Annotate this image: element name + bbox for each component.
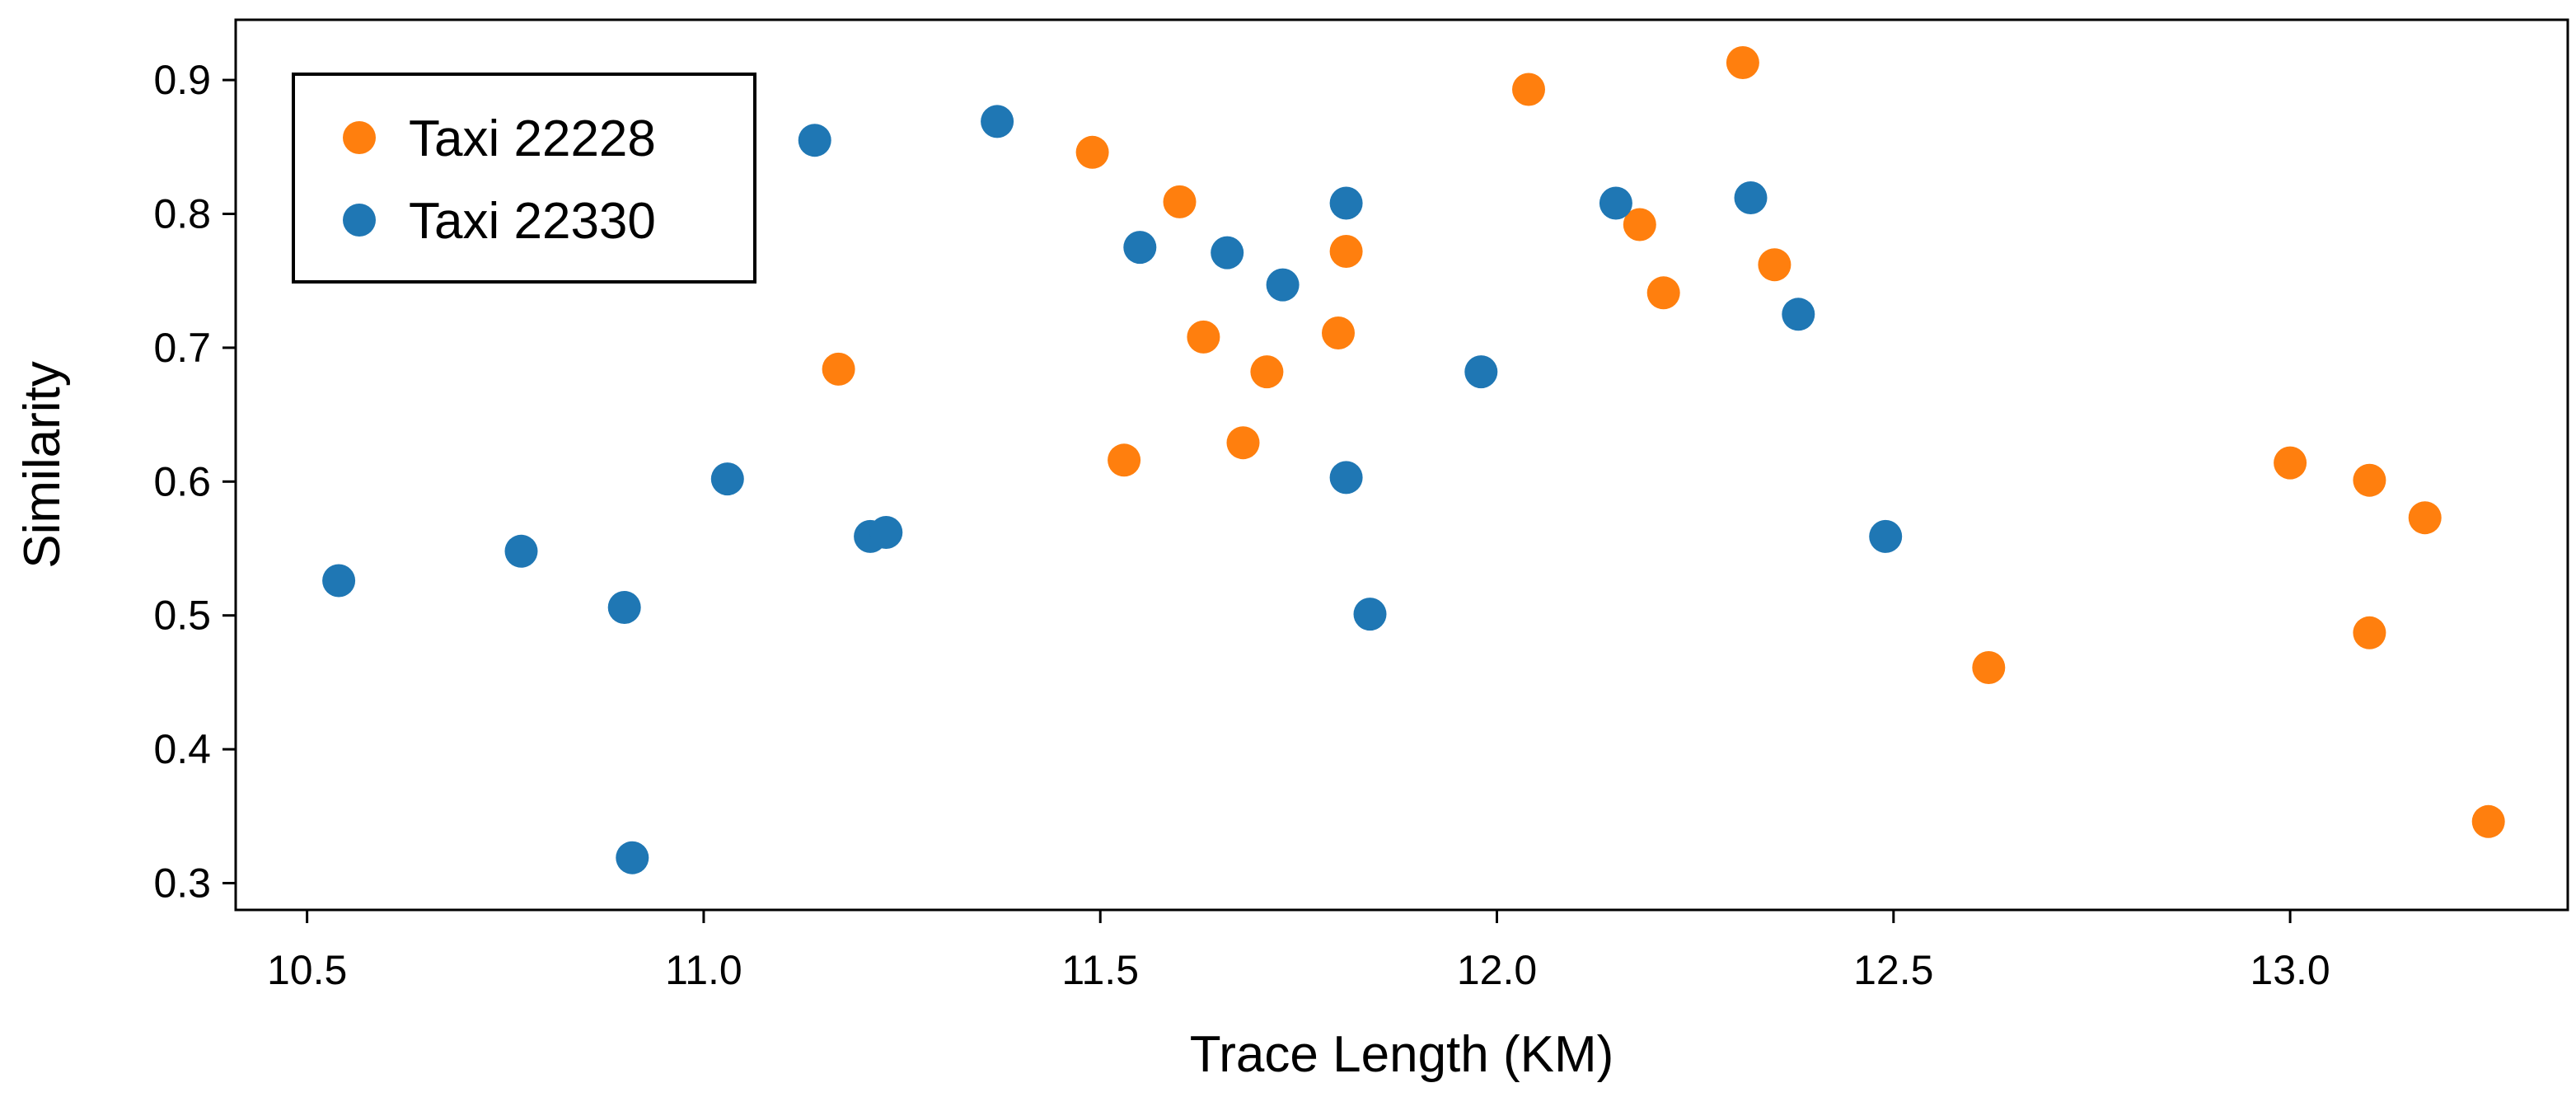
x-tick-label: 11.5 bbox=[1061, 947, 1139, 993]
legend: Taxi 22228 Taxi 22330 bbox=[292, 73, 756, 284]
y-tick-label: 0.5 bbox=[153, 593, 211, 639]
point-taxi-22228-10 bbox=[1623, 208, 1656, 241]
point-taxi-22228-9 bbox=[1512, 73, 1545, 106]
legend-label-taxi-22330: Taxi 22330 bbox=[409, 193, 656, 250]
point-taxi-22330-8 bbox=[981, 105, 1014, 138]
point-taxi-22330-10 bbox=[1211, 236, 1244, 270]
legend-marker-taxi-22330 bbox=[343, 204, 376, 237]
point-taxi-22330-15 bbox=[1464, 355, 1498, 389]
data-points bbox=[322, 46, 2505, 874]
y-tick-label: 0.6 bbox=[153, 458, 211, 504]
point-taxi-22228-8 bbox=[1329, 235, 1363, 268]
point-taxi-22228-3 bbox=[1163, 185, 1197, 218]
legend-marker-taxi-22228 bbox=[343, 121, 376, 154]
point-taxi-22228-0 bbox=[822, 352, 855, 386]
y-tick-label: 0.7 bbox=[153, 325, 211, 371]
point-taxi-22330-13 bbox=[1329, 461, 1363, 495]
point-taxi-22228-6 bbox=[1250, 355, 1284, 389]
x-tick-label: 11.0 bbox=[665, 947, 742, 993]
point-taxi-22228-12 bbox=[1726, 46, 1759, 79]
point-taxi-22228-11 bbox=[1646, 276, 1680, 310]
point-taxi-22330-2 bbox=[607, 591, 641, 624]
point-taxi-22330-19 bbox=[1869, 519, 1903, 553]
point-taxi-22330-11 bbox=[1266, 268, 1300, 302]
legend-label-taxi-22228: Taxi 22228 bbox=[409, 110, 656, 167]
point-taxi-22330-4 bbox=[710, 462, 744, 496]
y-axis-title: Similarity bbox=[14, 361, 71, 568]
point-taxi-22228-7 bbox=[1322, 316, 1355, 349]
x-tick-label: 12.0 bbox=[1457, 947, 1537, 993]
plot-frame bbox=[234, 18, 2569, 912]
point-taxi-22330-18 bbox=[1782, 298, 1815, 331]
point-taxi-22228-4 bbox=[1187, 320, 1220, 354]
x-tick-label: 13.0 bbox=[2250, 947, 2330, 993]
y-tick-label: 0.3 bbox=[153, 860, 211, 907]
point-taxi-22330-9 bbox=[1123, 231, 1157, 265]
point-taxi-22228-1 bbox=[1075, 135, 1109, 169]
point-taxi-22228-14 bbox=[1972, 651, 2006, 684]
point-taxi-22228-5 bbox=[1226, 426, 1260, 460]
point-taxi-22330-16 bbox=[1599, 186, 1632, 220]
legend-box bbox=[292, 73, 756, 284]
point-taxi-22228-16 bbox=[2353, 463, 2386, 497]
x-tick-label: 10.5 bbox=[267, 947, 347, 993]
point-taxi-22330-5 bbox=[798, 124, 831, 157]
point-taxi-22330-1 bbox=[504, 534, 538, 568]
axis-ticks: 10.5 11.0 11.5 12.0 12.5 13.0 0.3 0.4 0.5 0.6 0.7 0… bbox=[153, 57, 2330, 993]
point-taxi-22228-18 bbox=[2408, 501, 2442, 535]
point-taxi-22228-13 bbox=[1758, 248, 1791, 282]
y-tick-label: 0.8 bbox=[153, 190, 211, 237]
point-taxi-22228-15 bbox=[2274, 446, 2307, 480]
point-taxi-22228-2 bbox=[1108, 443, 1141, 477]
x-axis-title: Trace Length (KM) bbox=[1190, 1026, 1614, 1083]
y-tick-label: 0.4 bbox=[153, 726, 211, 772]
point-taxi-22330-0 bbox=[322, 564, 356, 598]
point-taxi-22330-17 bbox=[1734, 181, 1768, 214]
point-taxi-22330-7 bbox=[869, 516, 903, 549]
x-tick-label: 12.5 bbox=[1853, 947, 1933, 993]
point-taxi-22228-17 bbox=[2353, 616, 2386, 649]
point-taxi-22330-14 bbox=[1353, 598, 1387, 631]
point-taxi-22330-12 bbox=[1329, 186, 1363, 220]
point-taxi-22330-3 bbox=[616, 841, 649, 874]
y-tick-label: 0.9 bbox=[153, 57, 211, 103]
point-taxi-22228-19 bbox=[2471, 804, 2505, 838]
